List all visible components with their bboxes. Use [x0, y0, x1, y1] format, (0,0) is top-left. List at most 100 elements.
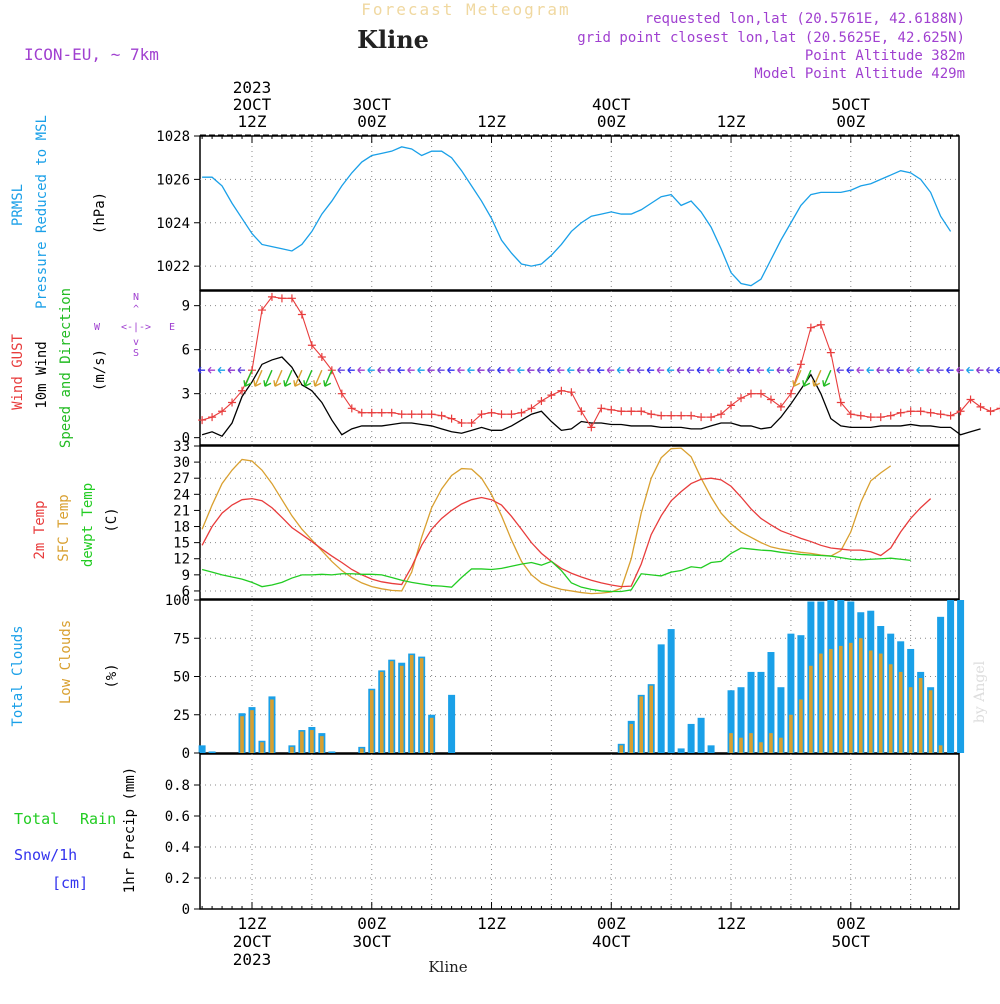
- wind-direction-arrow: [737, 367, 744, 373]
- gust-marker: [707, 413, 715, 421]
- y-tick-label: 27: [173, 471, 190, 487]
- wind-label-10m: 10m Wind: [34, 341, 50, 408]
- y-tick-label: 100: [165, 593, 190, 609]
- wind-direction-arrow: [408, 367, 415, 373]
- gust-marker: [587, 423, 595, 431]
- wind-direction-arrow: [567, 367, 574, 373]
- low-cloud-bar: [879, 654, 883, 753]
- x-label-bottom: 3OCT: [352, 932, 391, 951]
- x-label-top: 12Z: [238, 112, 267, 131]
- gust-marker: [288, 294, 296, 302]
- y-tick-label: 0.6: [165, 809, 190, 825]
- gust-marker: [947, 412, 955, 420]
- precip-label-total: Total: [14, 810, 59, 828]
- total-cloud-bar: [209, 751, 216, 753]
- y-tick-label: 3: [182, 387, 190, 403]
- wind-direction-arrow: [274, 370, 282, 386]
- gust-marker: [348, 404, 356, 412]
- y-tick-label: 21: [173, 503, 190, 519]
- low-cloud-bar: [360, 748, 364, 753]
- low-cloud-bar: [400, 666, 404, 753]
- axis-ticks: 1022102410261028036969121518212427303302…: [156, 78, 950, 969]
- wind-direction-arrow: [607, 367, 614, 373]
- low-cloud-bar: [310, 730, 314, 753]
- wind-direction-arrow: [577, 367, 584, 373]
- total-cloud-bar: [658, 644, 665, 753]
- wind-direction-arrow: [857, 367, 864, 373]
- y-tick-label: 0: [182, 902, 190, 918]
- wind-direction-arrow: [697, 367, 704, 373]
- total-cloud-bar: [937, 617, 944, 753]
- compass-w: W: [94, 322, 101, 333]
- low-cloud-bar: [260, 742, 264, 753]
- compass-vert-top: ^: [133, 304, 139, 315]
- pressure-label-msl: Pressure Reduced to MSL: [34, 115, 50, 309]
- clouds-label-low: Low Clouds: [58, 620, 74, 704]
- low-cloud-bar: [799, 699, 803, 753]
- wind-direction-arrow: [793, 370, 801, 386]
- x-label-top: 00Z: [357, 112, 386, 131]
- wind-direction-arrow: [264, 370, 272, 386]
- y-tick-label: 9: [182, 299, 190, 315]
- y-tick-label: 0: [182, 746, 190, 762]
- wind-direction-arrow: [418, 367, 425, 373]
- wind-direction-arrow: [448, 367, 455, 373]
- gust-marker: [567, 388, 575, 396]
- total-cloud-bar: [757, 672, 764, 753]
- wind-direction-arrow: [717, 367, 724, 373]
- wind-direction-arrow: [324, 370, 332, 386]
- low-cloud-bar: [779, 738, 783, 753]
- gust-marker: [368, 409, 376, 417]
- gust-marker: [977, 403, 985, 411]
- credit-watermark: by Angel: [972, 660, 988, 723]
- x-label-bottom: 5OCT: [832, 932, 871, 951]
- x-label-bottom: 4OCT: [592, 932, 631, 951]
- wind-direction-arrow: [398, 367, 405, 373]
- gust-marker: [857, 412, 865, 420]
- gust-marker: [607, 406, 615, 414]
- low-cloud-bar: [250, 710, 254, 753]
- wind-direction-arrow: [907, 367, 914, 373]
- temp-label-dewpt: dewpt Temp: [80, 483, 96, 567]
- wind-direction-arrow: [707, 367, 714, 373]
- wind-direction-arrow: [767, 367, 774, 373]
- compass-s: S: [133, 348, 139, 359]
- gust-marker: [408, 410, 416, 418]
- low-cloud-bar: [899, 672, 903, 753]
- wind-direction-arrow: [547, 367, 554, 373]
- wind-direction-arrow: [657, 367, 664, 373]
- wind-direction-arrow: [627, 367, 634, 373]
- wind-direction-arrow: [428, 367, 435, 373]
- gust-marker: [378, 409, 386, 417]
- gust-marker: [557, 387, 565, 395]
- grid-point-coords: grid point closest lon,lat (20.5625E, 42…: [577, 30, 965, 46]
- clouds-unit: (%): [104, 663, 120, 688]
- gust-marker: [208, 413, 216, 421]
- x-label-top: 00Z: [597, 112, 626, 131]
- wind-direction-arrow: [977, 367, 984, 373]
- gust-marker: [747, 390, 755, 398]
- y-tick-label: 1024: [156, 216, 190, 232]
- y-tick-label: 0.2: [165, 871, 190, 887]
- gust-marker: [997, 404, 1000, 412]
- precip-label-cm: [cm]: [52, 874, 88, 892]
- gust-marker: [877, 413, 885, 421]
- temp-label-sfc: SFC Temp: [56, 494, 72, 561]
- x-label-top: 00Z: [836, 112, 865, 131]
- compass-cross: <-|->: [121, 322, 151, 333]
- total-cloud-bar: [328, 751, 335, 753]
- x-label-top: 12Z: [717, 112, 746, 131]
- gust-marker: [867, 413, 875, 421]
- gust-marker: [458, 419, 466, 427]
- low-cloud-bar: [320, 736, 324, 753]
- gust-marker: [517, 409, 525, 417]
- wind-direction-arrow: [498, 367, 505, 373]
- wind-direction-arrow: [927, 367, 934, 373]
- wind-direction-arrow: [304, 370, 312, 386]
- gust-marker: [677, 412, 685, 420]
- gust-marker: [927, 409, 935, 417]
- low-cloud-bar: [649, 686, 653, 753]
- wind-direction-arrow: [488, 367, 495, 373]
- low-cloud-bar: [929, 690, 933, 753]
- wind-direction-arrow: [597, 367, 604, 373]
